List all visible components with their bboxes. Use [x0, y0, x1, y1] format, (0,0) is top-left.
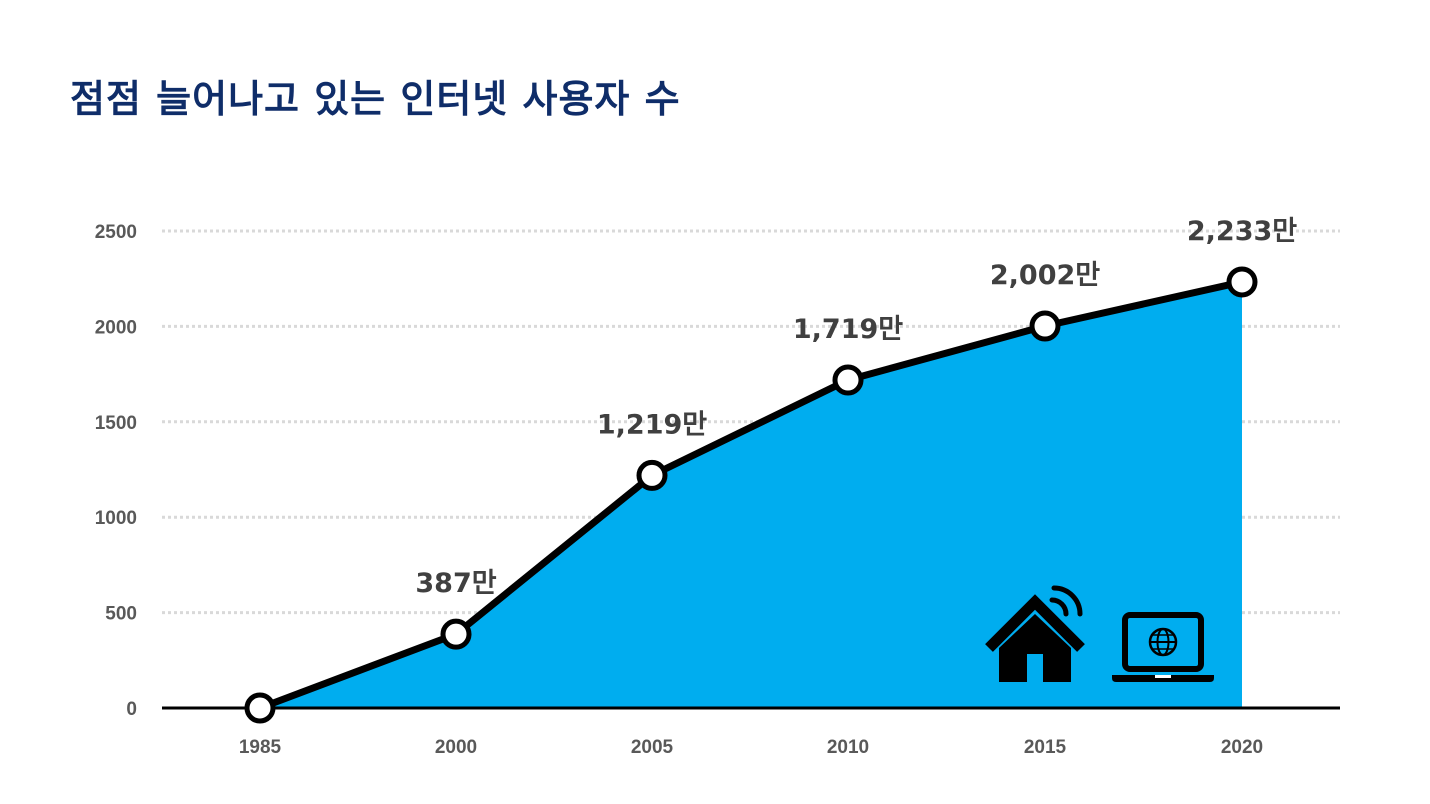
x-tick-label: 2010	[827, 737, 869, 758]
x-tick-label: 2005	[631, 737, 674, 758]
area-fill	[260, 281, 1242, 708]
laptop-globe-icon	[1112, 612, 1214, 682]
series-line	[258, 278, 1243, 712]
data-point-2000	[440, 618, 472, 650]
data-labels: 387만 1,219만 1,719만 2,002만 2,233만	[415, 216, 1297, 599]
y-tick-label: 1500	[95, 413, 137, 434]
y-tick-label: 2000	[95, 317, 137, 338]
data-point-1985	[244, 692, 276, 724]
data-point-2020	[1226, 266, 1258, 298]
y-axis-ticks: 0 500 1000 1500 2000 2500	[95, 222, 137, 720]
page-title: 점점 늘어나고 있는 인터넷 사용자 수	[70, 77, 681, 121]
data-label-2000: 387만	[415, 568, 496, 599]
x-tick-label: 2000	[435, 737, 477, 758]
smart-home-wifi-icon	[985, 585, 1085, 682]
x-tick-label: 1985	[239, 737, 282, 758]
x-axis-ticks: 1985 2000 2005 2010 2015 2020	[239, 737, 1263, 758]
data-point-2005	[636, 459, 668, 491]
data-point-2015	[1029, 310, 1061, 342]
data-points	[244, 266, 1258, 724]
y-tick-label: 1000	[95, 508, 137, 529]
y-tick-label: 2500	[95, 222, 137, 243]
data-label-2020: 2,233만	[1187, 216, 1297, 247]
y-tick-label: 0	[126, 699, 137, 720]
data-label-2005: 1,219만	[597, 409, 707, 440]
data-point-2010	[832, 364, 864, 396]
x-tick-label: 2015	[1024, 737, 1067, 758]
data-label-2015: 2,002만	[990, 260, 1100, 291]
data-label-2010: 1,719만	[793, 314, 903, 345]
x-tick-label: 2020	[1221, 737, 1263, 758]
y-tick-label: 500	[105, 604, 137, 625]
